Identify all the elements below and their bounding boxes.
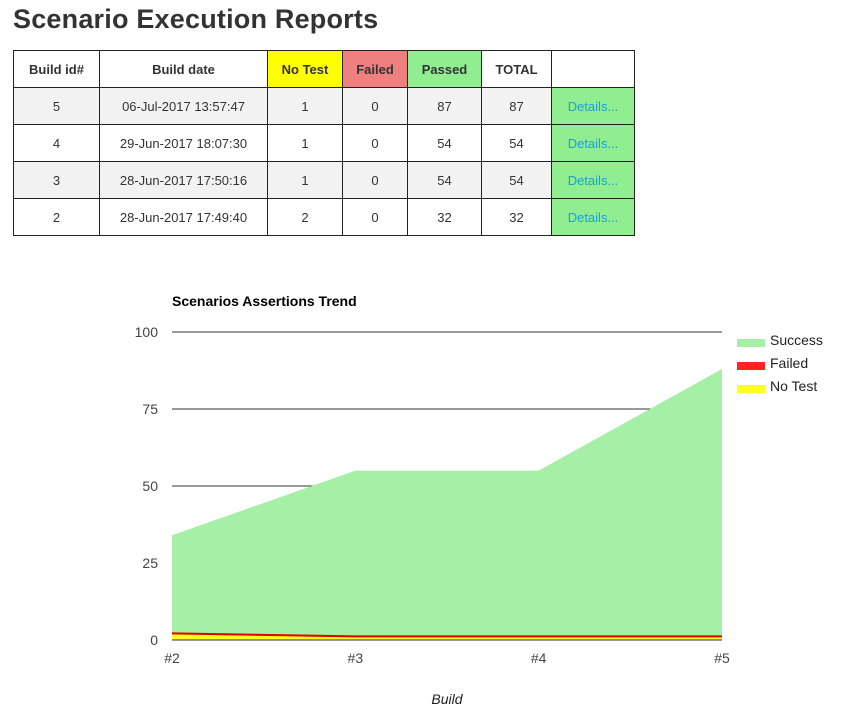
header-total: TOTAL bbox=[481, 50, 552, 88]
table-row: 3 28-Jun-2017 17:50:16 1 0 54 54 Details… bbox=[13, 161, 635, 199]
cell-passed: 87 bbox=[407, 87, 482, 125]
cell-failed: 0 bbox=[342, 198, 408, 236]
cell-total: 54 bbox=[481, 124, 552, 162]
legend-swatch bbox=[737, 385, 765, 393]
details-link[interactable]: Details... bbox=[567, 209, 619, 225]
cell-passed: 54 bbox=[407, 124, 482, 162]
cell-build-id: 3 bbox=[13, 161, 100, 199]
table-header-row: Build id# Build date No Test Failed Pass… bbox=[13, 50, 635, 88]
cell-no-test: 1 bbox=[267, 161, 343, 199]
header-details bbox=[551, 50, 635, 88]
cell-details: Details... bbox=[551, 198, 635, 236]
details-link[interactable]: Details... bbox=[567, 98, 619, 114]
legend-label: Failed bbox=[770, 355, 808, 371]
details-link[interactable]: Details... bbox=[567, 172, 619, 188]
cell-build-id: 2 bbox=[13, 198, 100, 236]
chart-areas bbox=[171, 368, 722, 641]
area-success bbox=[172, 368, 722, 637]
cell-build-id: 4 bbox=[13, 124, 100, 162]
cell-no-test: 2 bbox=[267, 198, 343, 236]
cell-details: Details... bbox=[551, 124, 635, 162]
cell-build-date: 28-Jun-2017 17:49:40 bbox=[99, 198, 268, 236]
x-tick-label: #5 bbox=[714, 650, 730, 666]
page-title: Scenario Execution Reports bbox=[13, 4, 379, 34]
table-row: 5 06-Jul-2017 13:57:47 1 0 87 87 Details… bbox=[13, 87, 635, 125]
y-tick-label: 50 bbox=[142, 478, 158, 494]
legend-swatch bbox=[737, 362, 765, 370]
cell-total: 32 bbox=[481, 198, 552, 236]
x-axis-ticks: #2 #3 #4 #5 bbox=[164, 650, 730, 666]
cell-details: Details... bbox=[551, 87, 635, 125]
chart-legend: Success Failed No Test bbox=[737, 332, 823, 394]
cell-total: 87 bbox=[481, 87, 552, 125]
chart-title: Scenarios Assertions Trend bbox=[172, 293, 357, 309]
y-axis-ticks: 0 25 50 75 100 bbox=[135, 324, 159, 648]
cell-failed: 0 bbox=[342, 124, 408, 162]
cell-no-test: 1 bbox=[267, 87, 343, 125]
y-tick-label: 25 bbox=[142, 555, 158, 571]
x-axis-label: Build bbox=[431, 691, 463, 707]
y-tick-label: 100 bbox=[135, 324, 159, 340]
table-row: 4 29-Jun-2017 18:07:30 1 0 54 54 Details… bbox=[13, 124, 635, 162]
cell-details: Details... bbox=[551, 161, 635, 199]
header-passed: Passed bbox=[407, 50, 482, 88]
cell-build-date: 06-Jul-2017 13:57:47 bbox=[99, 87, 268, 125]
x-tick-label: #3 bbox=[348, 650, 364, 666]
line-failed bbox=[171, 632, 722, 638]
details-link[interactable]: Details... bbox=[567, 135, 619, 151]
y-tick-label: 0 bbox=[150, 632, 158, 648]
header-build-id: Build id# bbox=[13, 50, 100, 88]
cell-build-date: 28-Jun-2017 17:50:16 bbox=[99, 161, 268, 199]
legend-swatch bbox=[737, 339, 765, 347]
y-tick-label: 75 bbox=[142, 401, 158, 417]
x-tick-label: #4 bbox=[531, 650, 547, 666]
build-reports-table: Build id# Build date No Test Failed Pass… bbox=[13, 50, 635, 236]
cell-failed: 0 bbox=[342, 87, 408, 125]
cell-build-date: 29-Jun-2017 18:07:30 bbox=[99, 124, 268, 162]
cell-passed: 54 bbox=[407, 161, 482, 199]
header-build-date: Build date bbox=[99, 50, 268, 88]
header-failed: Failed bbox=[342, 50, 408, 88]
cell-failed: 0 bbox=[342, 161, 408, 199]
legend-label: Success bbox=[770, 332, 823, 348]
cell-total: 54 bbox=[481, 161, 552, 199]
table-row: 2 28-Jun-2017 17:49:40 2 0 32 32 Details… bbox=[13, 198, 635, 236]
x-tick-label: #2 bbox=[164, 650, 180, 666]
legend-label: No Test bbox=[770, 378, 817, 394]
cell-passed: 32 bbox=[407, 198, 482, 236]
